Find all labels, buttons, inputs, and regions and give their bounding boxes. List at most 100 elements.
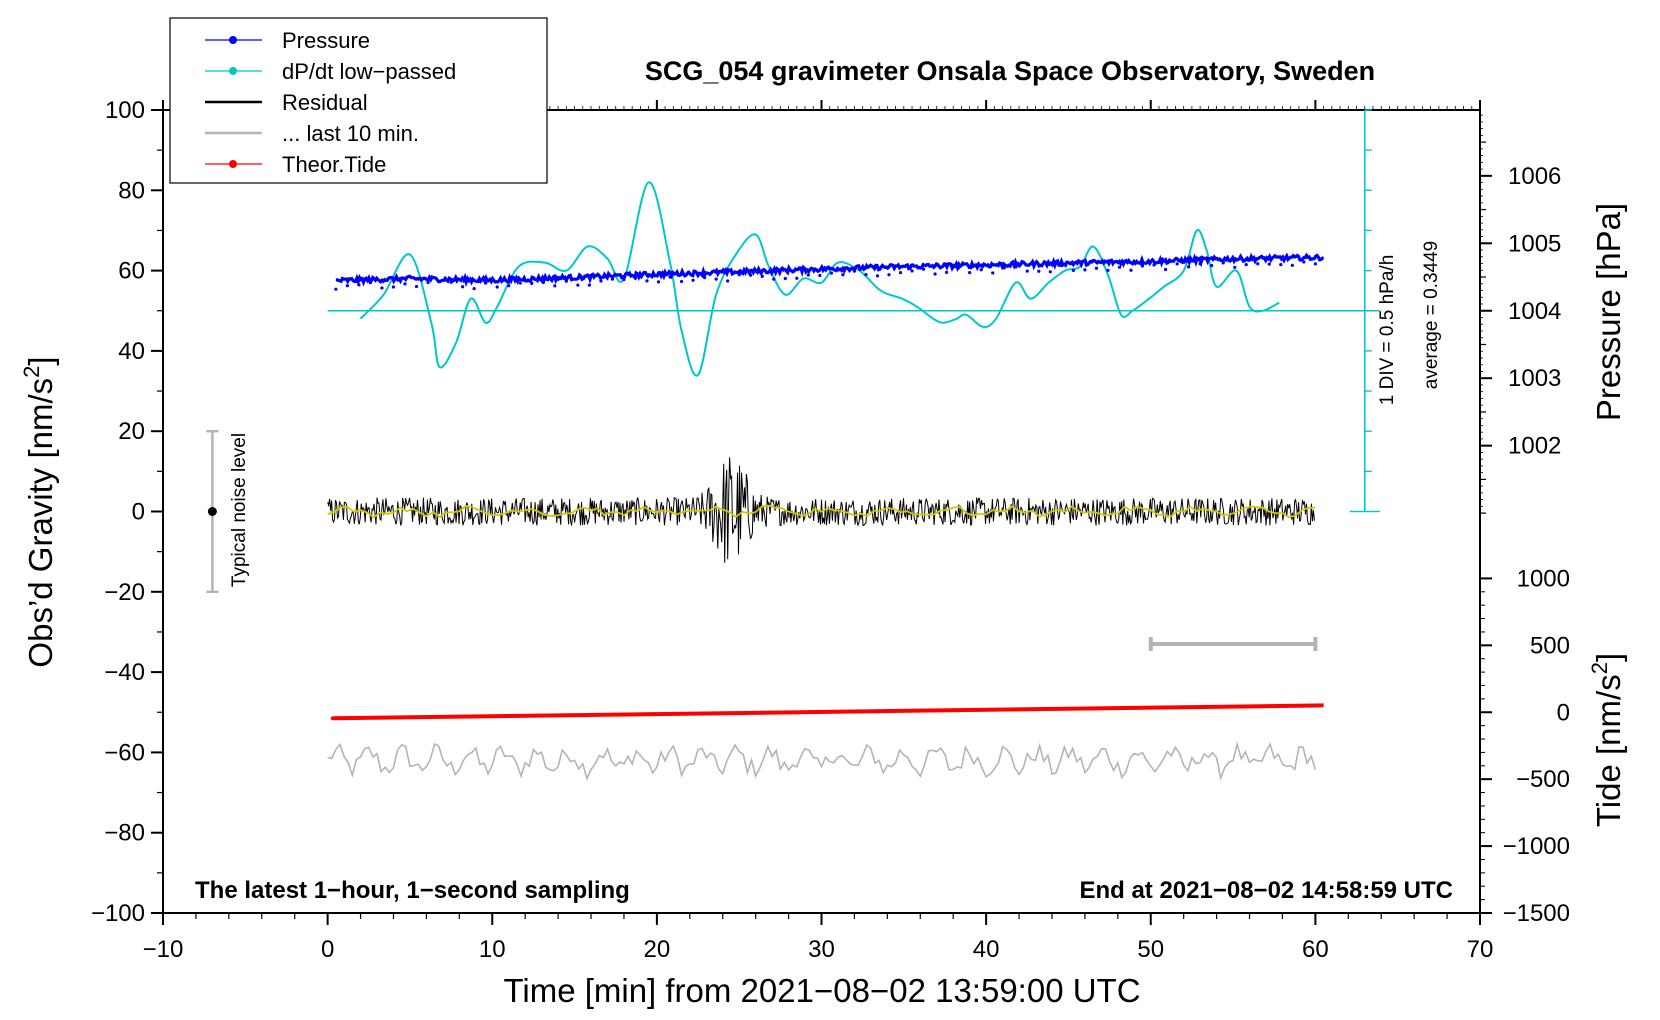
theor-tide-point: [553, 713, 557, 718]
x-axis-label: Time [min] from 2021−08−02 13:59:00 UTC: [503, 972, 1140, 1009]
legend: Pressure dP/dt low−passed Residual ... last…: [205, 28, 456, 177]
theor-tide-point: [791, 710, 796, 715]
theor-tide-point: [701, 711, 705, 716]
pressure-point: [691, 278, 695, 282]
theor-tide-point: [355, 716, 360, 720]
theor-tide-point: [338, 716, 343, 720]
theor-tide-point: [832, 709, 837, 714]
pressure-tick-label: 1003: [1508, 365, 1561, 392]
x-tick-label: 40: [973, 936, 1000, 963]
theor-tide-point: [684, 711, 689, 716]
theor-tide-point: [561, 713, 565, 718]
theor-tide-point: [1013, 707, 1018, 712]
pressure-point: [956, 266, 960, 270]
theor-tide-point: [1244, 704, 1249, 709]
y-axis-tide: −1500 −1000 −500 0 500 1000: [1480, 565, 1570, 927]
legend-swatch-dot: [229, 67, 237, 75]
pressure-point: [414, 284, 419, 289]
pressure-point: [1048, 270, 1052, 274]
pressure-point: [599, 279, 603, 283]
theor-tide-point: [627, 712, 631, 717]
tide-tick-label: −1500: [1503, 900, 1570, 927]
pressure-point: [875, 274, 880, 278]
pressure-point: [368, 280, 373, 285]
theor-tide-point: [906, 709, 911, 713]
tide-axis-label-sup: 2: [1587, 662, 1612, 674]
pressure-point: [564, 279, 568, 283]
pressure-point: [783, 276, 787, 281]
chart-title: SCG_054 gravimeter Onsala Space Observat…: [645, 56, 1375, 86]
pressure-point: [1290, 263, 1294, 267]
pressure-point: [1244, 262, 1248, 267]
theor-tide-point: [948, 708, 952, 713]
theor-tide-point: [544, 713, 549, 718]
theor-tide-point: [767, 710, 771, 715]
theor-tide-point: [890, 709, 895, 713]
y-tick-label: −100: [91, 900, 145, 927]
pressure-point: [484, 281, 488, 285]
theor-tide-point: [1153, 705, 1158, 710]
theor-tide-point: [758, 710, 763, 715]
pressure-point: [1302, 260, 1306, 264]
tide-tick-label: −1000: [1503, 833, 1570, 860]
pressure-point: [921, 267, 926, 271]
y-axis-label: Obs’d Gravity [nm/s2]: [19, 356, 59, 667]
theor-tide-point: [1293, 703, 1298, 708]
theor-tide-point: [1005, 707, 1010, 712]
pressure-point: [357, 283, 361, 287]
tide-axis-label-tail: ]: [1590, 653, 1627, 662]
theor-tide-point: [1063, 706, 1067, 711]
legend-label: Theor.Tide: [282, 152, 386, 177]
theor-tide-point: [1137, 706, 1142, 710]
theor-tide-point: [857, 709, 862, 714]
theor-tide-point: [816, 710, 821, 714]
pressure-tick-label: 1005: [1508, 230, 1561, 257]
theor-tide-point: [692, 711, 697, 716]
y-tick-label: 0: [132, 499, 145, 526]
tide-axis-label: Tide [nm/s2]: [1587, 653, 1627, 827]
theor-tide-point: [964, 708, 969, 712]
theor-tide-point: [1129, 706, 1133, 710]
pressure-point: [933, 272, 937, 276]
dpdt-scale-bar: [327, 109, 1380, 513]
pressure-point: [380, 286, 384, 290]
pressure-point: [1129, 268, 1133, 272]
theor-tide-point: [396, 715, 401, 720]
theor-tide-point: [1071, 706, 1076, 711]
noise-level-bar: [206, 429, 219, 594]
theor-tide-point: [717, 711, 722, 716]
pressure-point: [1071, 268, 1075, 273]
pressure-point: [1083, 268, 1087, 272]
theor-tide-point: [1120, 706, 1125, 710]
x-axis: −10 0 10 20 30 40 50 60 70: [143, 100, 1493, 963]
theor-tide-point: [635, 712, 639, 717]
pressure-point: [1210, 263, 1214, 268]
pressure-point: [1233, 265, 1237, 269]
theor-tide-point: [734, 711, 738, 715]
theor-tide-point: [330, 716, 335, 721]
theor-tide-point: [388, 715, 392, 720]
theor-tide-point: [799, 710, 804, 714]
theor-tide-point: [1195, 705, 1199, 709]
series-residual-smoothed: [327, 504, 1316, 519]
pressure-point: [345, 284, 349, 288]
pressure-point: [841, 273, 845, 277]
pressure-point: [437, 280, 442, 284]
theor-tide-point: [989, 707, 993, 712]
pressure-point: [1002, 266, 1006, 270]
theor-tide-point: [709, 711, 714, 716]
theor-tide-point: [371, 715, 376, 720]
theor-tide-point: [874, 709, 878, 714]
tide-tick-label: 1000: [1517, 565, 1570, 592]
y-axis-pressure: 1002 1003 1004 1005 1006: [1480, 114, 1561, 514]
theor-tide-point: [1203, 705, 1207, 709]
theor-tide-point: [849, 709, 853, 714]
y-tick-label: −20: [104, 579, 145, 606]
pressure-point: [945, 270, 949, 274]
theor-tide-point: [478, 714, 483, 719]
theor-tide-point: [1186, 705, 1191, 709]
pressure-point: [714, 277, 718, 281]
theor-tide-point: [972, 708, 977, 712]
pressure-point: [461, 285, 465, 289]
dpdt-div-label: 1 DIV = 0.5 hPa/h: [1377, 255, 1398, 406]
